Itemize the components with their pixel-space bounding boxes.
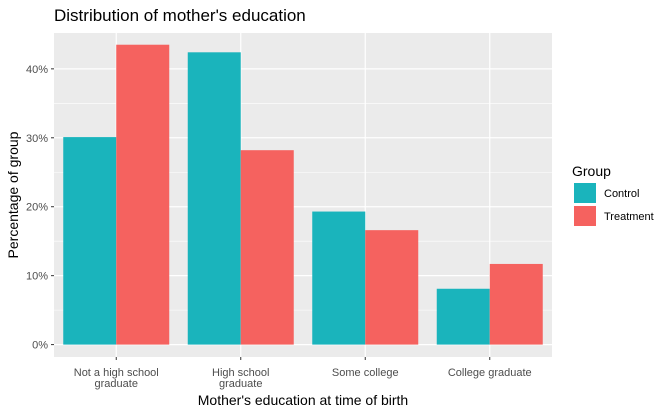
x-tick-label: College graduate bbox=[448, 367, 532, 379]
y-tick-label: 30% bbox=[26, 133, 48, 145]
bar-control-3 bbox=[436, 288, 490, 345]
legend: Group Control Treatment bbox=[572, 163, 654, 226]
legend-key-treatment bbox=[574, 206, 596, 226]
bar-treatment-1 bbox=[240, 150, 294, 345]
y-tick-label: 20% bbox=[26, 202, 48, 214]
bar-treatment-0 bbox=[116, 44, 170, 345]
x-tick-label: Not a high school graduate bbox=[74, 367, 159, 390]
y-tick-label: 0% bbox=[32, 340, 48, 352]
bar-treatment-3 bbox=[489, 263, 543, 345]
y-axis: 0% 10% 20% 30% 40% bbox=[26, 64, 54, 352]
bars bbox=[63, 44, 543, 345]
bar-control-1 bbox=[187, 52, 241, 345]
legend-title: Group bbox=[572, 163, 611, 179]
legend-key-control bbox=[574, 183, 596, 203]
bar-treatment-2 bbox=[365, 230, 419, 345]
y-axis-title: Percentage of group bbox=[5, 131, 21, 258]
y-tick-label: 10% bbox=[26, 271, 48, 283]
legend-label-control: Control bbox=[604, 188, 639, 200]
x-axis: Not a high school graduate High school grad… bbox=[74, 357, 532, 390]
x-tick-label: Some college bbox=[332, 367, 399, 379]
x-axis-title: Mother's education at time of birth bbox=[198, 392, 408, 408]
chart-title: Distribution of mother's education bbox=[54, 6, 306, 25]
bar-control-0 bbox=[63, 137, 117, 345]
bar-control-2 bbox=[312, 211, 366, 345]
y-tick-label: 40% bbox=[26, 64, 48, 76]
x-tick-label: High school graduate bbox=[212, 367, 269, 390]
legend-label-treatment: Treatment bbox=[604, 211, 654, 223]
